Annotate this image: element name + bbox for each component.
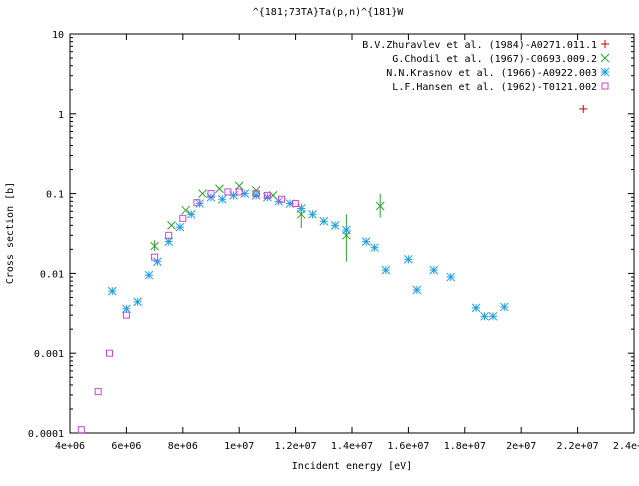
x-tick-label: 2.2e+07 [557,441,599,452]
data-point [144,270,154,280]
series-3 [77,188,300,434]
x-axis-label: Incident energy [eV] [292,461,412,472]
data-point [122,311,130,319]
data-point [370,243,379,253]
legend-entry-marker [601,82,609,90]
data-point [235,188,243,196]
data-point [105,349,113,357]
data-point [429,265,439,275]
data-point [330,221,340,230]
x-tick-label: 8e+06 [168,441,198,452]
y-tick-label: 1 [58,110,64,121]
y-tick-label: 10 [52,30,64,41]
plot-frame [69,33,635,434]
data-point [215,184,224,194]
data-point [488,311,498,321]
data-point [77,426,85,434]
y-axis-label: Cross section [b] [5,182,16,284]
data-point [252,190,260,198]
legend-entry-label: B.V.Zhuravlev et al. (1984)-A0271.011.1 [362,40,597,51]
x-tick-label: 1.2e+07 [275,441,317,452]
data-point [579,104,588,113]
series-0 [579,104,588,113]
data-point [319,216,329,226]
data-point [94,388,102,396]
legend-entry-label: N.N.Krasnov et al. (1966)-A0922.003 [386,68,597,79]
data-point [186,209,196,219]
data-point [342,225,351,235]
x-axis-ticks: 4e+06 6e+06 8e+06 1e+07 1.2e+07 1.4e+07 1.6e+0… [55,34,639,452]
x-tick-label: 6e+06 [111,441,141,452]
data-point [133,297,143,307]
chart-title: ^{181;73TA}Ta(p,n)^{181}W [253,7,404,18]
data-point [165,231,173,239]
data-point [361,237,371,246]
data-point [480,311,489,321]
data-point [207,190,215,198]
data-point [150,241,159,251]
data-point [381,265,391,275]
x-tick-label: 1e+07 [224,441,254,452]
legend-entry-marker [600,67,610,77]
y-axis-ticks: 0.0001 0.001 0.01 0.1 1 10 [28,30,634,440]
legend-entry-marker [600,53,610,63]
data-point [499,302,509,312]
y-tick-label: 0.001 [34,349,64,360]
data-point [175,222,185,232]
data-series-layer [77,104,588,434]
data-point [471,303,481,313]
data-point [404,254,413,264]
data-point [153,257,162,267]
x-tick-label: 4e+06 [55,441,85,452]
data-point [181,205,190,215]
legend: B.V.Zhuravlev et al. (1984)-A0271.011.1 G… [362,40,610,93]
data-point [278,195,285,203]
y-tick-label: 0.01 [40,269,64,280]
data-point [375,201,385,211]
x-tick-label: 1.8e+07 [444,441,486,452]
data-point [308,209,317,219]
series-2 [107,189,509,321]
legend-entry-marker [601,40,609,48]
data-point [412,285,422,295]
x-tick-label: 1.4e+07 [331,441,373,452]
legend-entry-label: L.F.Hansen et al. (1962)-T0121.002 [392,82,597,93]
data-point [263,191,271,199]
y-tick-label: 0.0001 [28,429,64,440]
data-point [164,237,174,246]
x-tick-label: 1.6e+07 [387,441,429,452]
y-tick-label: 0.1 [46,190,64,201]
x-tick-label: 2.4e+07 [613,441,639,452]
data-point [179,214,187,222]
data-point [151,253,159,261]
data-point [107,286,117,296]
data-point [198,189,207,198]
legend-entry-label: G.Chodil et al. (1967)-C0693.009.2 [392,54,597,65]
data-point [122,304,131,314]
data-point [217,194,227,204]
data-point [292,200,300,208]
data-point [167,221,176,230]
data-point [193,199,201,207]
data-point [446,272,456,282]
data-point [224,188,232,196]
x-tick-label: 2e+07 [506,441,536,452]
